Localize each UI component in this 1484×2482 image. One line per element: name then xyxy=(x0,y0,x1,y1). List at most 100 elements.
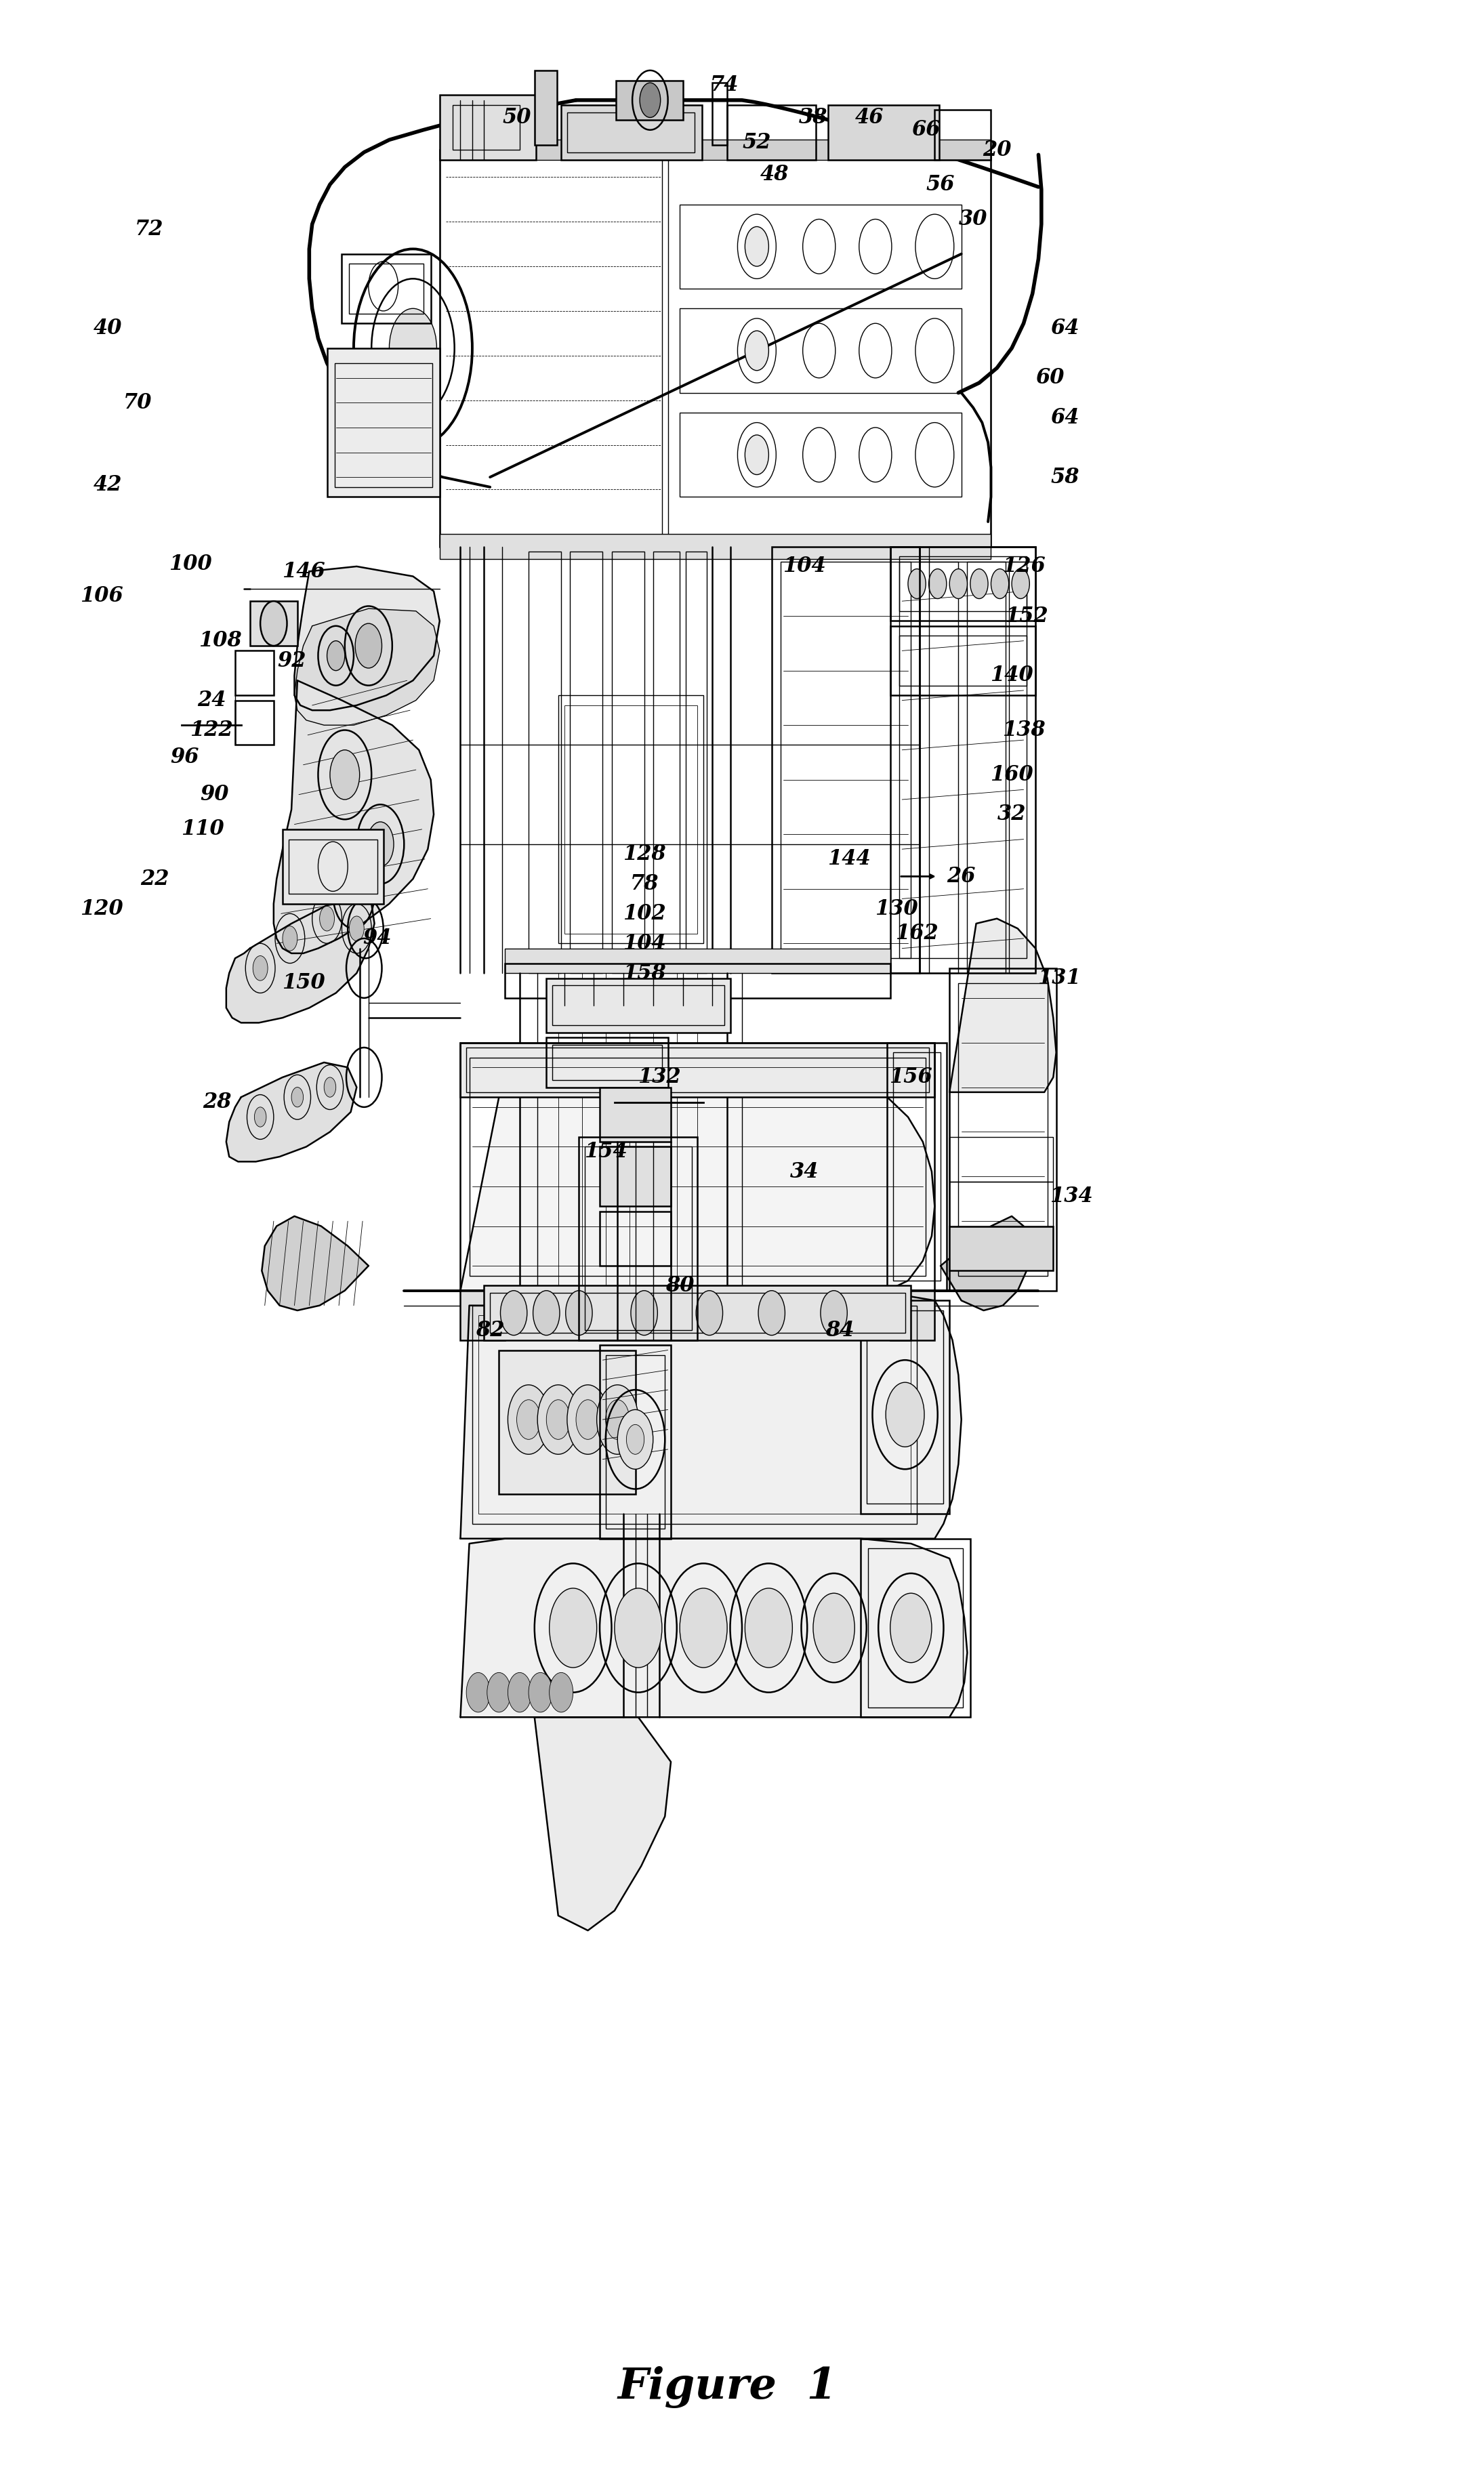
Polygon shape xyxy=(261,1216,368,1310)
Text: 34: 34 xyxy=(789,1162,819,1181)
Text: 80: 80 xyxy=(665,1276,695,1296)
Bar xyxy=(546,1037,668,1087)
Circle shape xyxy=(745,226,769,266)
Text: 122: 122 xyxy=(190,720,233,740)
Bar xyxy=(249,601,297,645)
Circle shape xyxy=(367,822,393,866)
Polygon shape xyxy=(534,1718,671,1931)
Bar xyxy=(600,1087,671,1142)
Bar xyxy=(558,695,703,943)
Bar xyxy=(579,1137,697,1340)
Bar xyxy=(334,362,432,486)
Bar xyxy=(552,985,724,1025)
Bar xyxy=(472,1306,917,1524)
Circle shape xyxy=(991,568,1009,598)
Text: 26: 26 xyxy=(947,866,976,886)
Bar xyxy=(686,551,706,973)
Bar xyxy=(890,546,1036,973)
Text: 132: 132 xyxy=(638,1067,681,1087)
Bar xyxy=(460,1291,505,1340)
Circle shape xyxy=(282,926,297,951)
Circle shape xyxy=(528,1673,552,1713)
Circle shape xyxy=(617,1410,653,1469)
Bar xyxy=(460,1042,935,1097)
Bar xyxy=(968,561,1006,973)
Bar xyxy=(899,561,1027,958)
Text: 66: 66 xyxy=(911,119,941,141)
Text: 64: 64 xyxy=(1051,318,1079,340)
Text: 154: 154 xyxy=(585,1142,628,1162)
Bar xyxy=(564,705,697,933)
Bar xyxy=(282,829,383,903)
Bar xyxy=(727,104,816,159)
Bar xyxy=(950,968,1057,1291)
Text: 28: 28 xyxy=(203,1092,232,1112)
Text: 152: 152 xyxy=(1005,606,1048,625)
Bar xyxy=(899,635,1027,685)
Bar xyxy=(478,1315,911,1514)
Circle shape xyxy=(252,956,267,980)
Text: 48: 48 xyxy=(760,164,789,186)
Polygon shape xyxy=(460,1057,935,1291)
Bar xyxy=(600,1345,671,1539)
Bar xyxy=(950,1137,1054,1181)
Bar xyxy=(861,1539,971,1718)
Text: 24: 24 xyxy=(197,690,226,710)
Bar xyxy=(600,1147,671,1206)
Text: 38: 38 xyxy=(798,107,828,129)
Text: 146: 146 xyxy=(282,561,325,581)
Bar xyxy=(893,1052,941,1281)
Circle shape xyxy=(533,1291,559,1335)
Circle shape xyxy=(326,640,344,670)
Polygon shape xyxy=(226,894,374,1023)
Bar xyxy=(680,308,962,392)
Bar xyxy=(439,139,991,159)
Bar xyxy=(439,534,991,558)
Text: 162: 162 xyxy=(895,923,938,943)
Circle shape xyxy=(745,330,769,370)
Bar xyxy=(439,94,536,159)
Circle shape xyxy=(329,750,359,799)
Bar xyxy=(552,1045,662,1080)
Text: 130: 130 xyxy=(874,898,917,918)
Bar xyxy=(616,79,683,119)
Text: 94: 94 xyxy=(364,928,392,948)
Circle shape xyxy=(466,1673,490,1713)
Text: 126: 126 xyxy=(1002,556,1045,576)
Circle shape xyxy=(254,1107,266,1127)
Circle shape xyxy=(487,1673,510,1713)
Bar xyxy=(469,1057,926,1276)
Bar xyxy=(439,149,662,546)
Circle shape xyxy=(1012,568,1030,598)
Text: 52: 52 xyxy=(742,132,772,154)
Bar xyxy=(349,263,423,313)
Bar xyxy=(899,556,1027,611)
Circle shape xyxy=(971,568,988,598)
Bar xyxy=(668,149,991,546)
Bar xyxy=(534,69,556,144)
Text: 40: 40 xyxy=(93,318,122,340)
Circle shape xyxy=(546,1400,570,1440)
Circle shape xyxy=(319,906,334,931)
Bar xyxy=(567,112,695,151)
Bar xyxy=(499,1350,635,1494)
Text: 30: 30 xyxy=(959,208,988,231)
Bar xyxy=(772,546,920,973)
Circle shape xyxy=(508,1385,549,1454)
Text: 56: 56 xyxy=(926,174,956,196)
Bar xyxy=(288,839,377,894)
Polygon shape xyxy=(226,1062,356,1162)
Text: 74: 74 xyxy=(709,74,739,97)
Text: 134: 134 xyxy=(1049,1186,1092,1206)
Circle shape xyxy=(758,1291,785,1335)
Bar xyxy=(341,253,430,323)
Circle shape xyxy=(605,1400,629,1440)
Polygon shape xyxy=(294,566,439,710)
Bar xyxy=(466,1047,929,1092)
Polygon shape xyxy=(273,680,433,953)
Polygon shape xyxy=(941,1216,1030,1310)
Text: Figure  1: Figure 1 xyxy=(617,2365,837,2408)
Circle shape xyxy=(291,1087,303,1107)
Circle shape xyxy=(631,1291,657,1335)
Circle shape xyxy=(929,568,947,598)
